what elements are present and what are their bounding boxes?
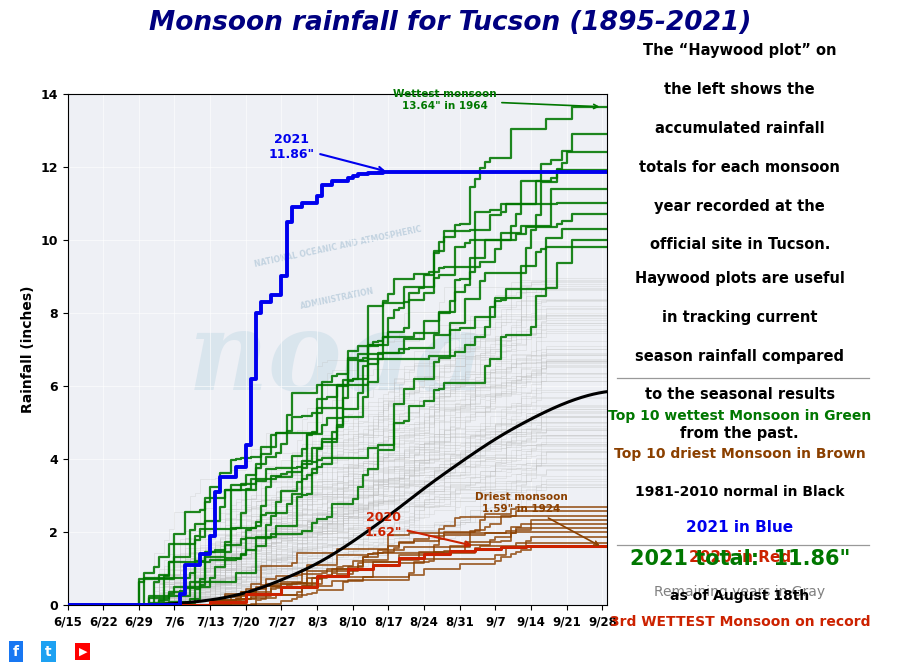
Y-axis label: Rainfall (inches): Rainfall (inches) (21, 286, 35, 413)
Text: ▶: ▶ (78, 647, 87, 656)
Text: year recorded at the: year recorded at the (654, 199, 825, 213)
Text: f: f (14, 645, 19, 658)
Text: Remaining years in Gray: Remaining years in Gray (654, 585, 825, 599)
Text: t: t (45, 645, 52, 658)
Text: accumulated rainfall: accumulated rainfall (655, 121, 824, 136)
Text: 2021 total:  11.86": 2021 total: 11.86" (630, 549, 850, 569)
Text: Monsoon 2021: Monsoon 2021 (388, 644, 512, 659)
Text: ADMINISTRATION: ADMINISTRATION (300, 286, 375, 310)
Text: season rainfall compared: season rainfall compared (635, 349, 844, 363)
Text: from the past.: from the past. (680, 426, 799, 441)
Text: 2021 in Blue: 2021 in Blue (686, 520, 794, 535)
Text: Driest monsoon
1.59" in 1924: Driest monsoon 1.59" in 1924 (474, 492, 598, 545)
Text: Haywood plots are useful: Haywood plots are useful (634, 271, 845, 286)
Text: in tracking current: in tracking current (662, 310, 817, 324)
Text: official site in Tucson.: official site in Tucson. (650, 237, 830, 252)
Text: Wettest monsoon
13.64" in 1964: Wettest monsoon 13.64" in 1964 (392, 90, 598, 111)
Text: 1981-2010 normal in Black: 1981-2010 normal in Black (635, 486, 844, 499)
Text: as of August 18th: as of August 18th (670, 589, 809, 603)
Text: totals for each monsoon: totals for each monsoon (639, 160, 841, 175)
Text: weather.gov/tucson: weather.gov/tucson (733, 645, 886, 658)
Text: The “Haywood plot” on: The “Haywood plot” on (643, 43, 837, 58)
Text: Top 10 wettest Monsoon in Green: Top 10 wettest Monsoon in Green (608, 409, 871, 423)
Text: Monsoon rainfall for Tucson (1895-2021): Monsoon rainfall for Tucson (1895-2021) (148, 10, 751, 36)
Text: 3rd WETTEST Monsoon on record: 3rd WETTEST Monsoon on record (609, 615, 870, 630)
Text: NWSTucson: NWSTucson (140, 645, 230, 658)
Text: to the seasonal results: to the seasonal results (644, 387, 835, 402)
Text: the left shows the: the left shows the (664, 82, 815, 97)
Text: 2020
1.62": 2020 1.62" (364, 511, 470, 547)
Text: noaa: noaa (188, 306, 487, 413)
Text: NATIONAL OCEANIC AND ATMOSPHERIC: NATIONAL OCEANIC AND ATMOSPHERIC (253, 225, 422, 270)
Text: 2020 in Red: 2020 in Red (688, 550, 791, 565)
Text: Top 10 driest Monsoon in Brown: Top 10 driest Monsoon in Brown (614, 448, 866, 461)
Text: 2021
11.86": 2021 11.86" (268, 132, 383, 172)
